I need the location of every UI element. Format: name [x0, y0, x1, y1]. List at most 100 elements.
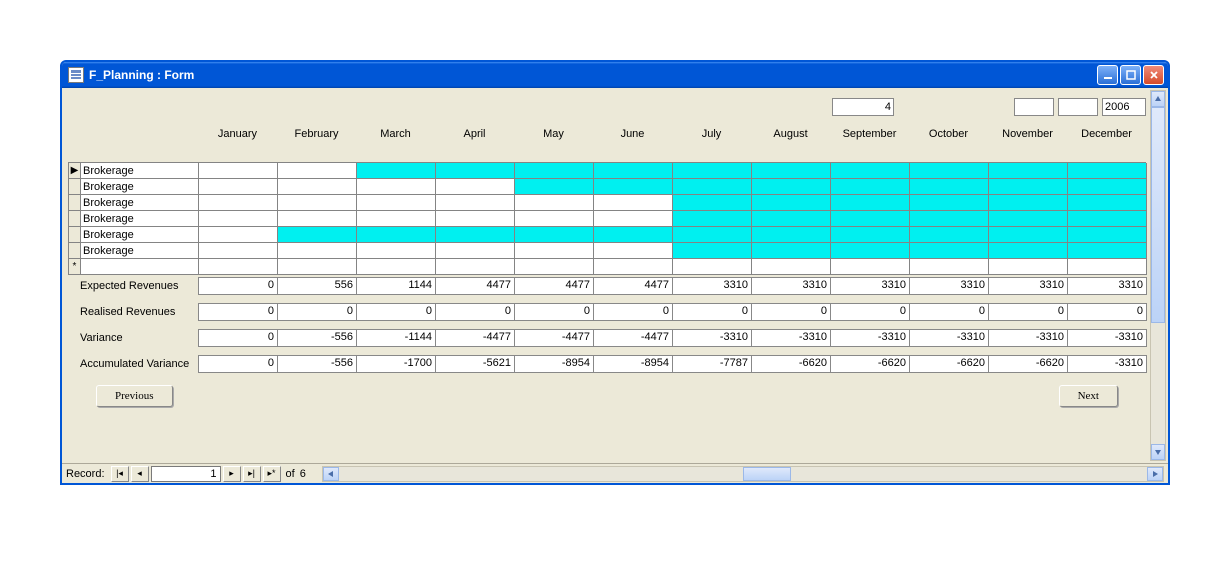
- summary-value[interactable]: 0: [909, 303, 989, 321]
- grid-cell[interactable]: [515, 179, 594, 195]
- summary-value[interactable]: 1144: [356, 277, 436, 295]
- next-button[interactable]: Next: [1059, 385, 1118, 407]
- row-selector[interactable]: [69, 227, 81, 243]
- grid-cell[interactable]: [436, 195, 515, 211]
- prev-record-button[interactable]: ◂: [131, 466, 149, 482]
- scroll-down-button[interactable]: [1151, 444, 1165, 460]
- summary-value[interactable]: 0: [435, 303, 515, 321]
- grid-cell[interactable]: [910, 195, 989, 211]
- hscroll-thumb[interactable]: [743, 467, 791, 481]
- summary-value[interactable]: -3310: [909, 329, 989, 347]
- summary-value[interactable]: -3310: [830, 329, 910, 347]
- hscroll-track[interactable]: [339, 467, 1147, 481]
- summary-value[interactable]: 4477: [593, 277, 673, 295]
- grid-cell[interactable]: [910, 243, 989, 259]
- row-name-cell[interactable]: [81, 259, 199, 275]
- summary-value[interactable]: 0: [198, 277, 278, 295]
- grid-cell[interactable]: [357, 179, 436, 195]
- grid-cell[interactable]: [673, 211, 752, 227]
- summary-value[interactable]: 0: [277, 303, 357, 321]
- grid-cell[interactable]: [357, 163, 436, 179]
- grid-cell[interactable]: [278, 259, 357, 275]
- grid-cell[interactable]: [1068, 227, 1147, 243]
- grid-cell[interactable]: [831, 211, 910, 227]
- vertical-scrollbar[interactable]: [1150, 90, 1166, 461]
- grid-cell[interactable]: [357, 227, 436, 243]
- grid-cell[interactable]: [752, 195, 831, 211]
- grid-cell[interactable]: [989, 211, 1068, 227]
- row-selector[interactable]: [69, 243, 81, 259]
- grid-cell[interactable]: [278, 227, 357, 243]
- grid-cell[interactable]: [989, 259, 1068, 275]
- grid-cell[interactable]: [1068, 195, 1147, 211]
- grid-cell[interactable]: [199, 211, 278, 227]
- maximize-button[interactable]: [1120, 65, 1141, 85]
- scroll-up-button[interactable]: [1151, 91, 1165, 107]
- grid-cell[interactable]: [910, 227, 989, 243]
- summary-value[interactable]: 0: [988, 303, 1068, 321]
- grid-cell[interactable]: [357, 195, 436, 211]
- summary-value[interactable]: 3310: [672, 277, 752, 295]
- record-number-input[interactable]: [151, 466, 221, 482]
- grid-cell[interactable]: [199, 227, 278, 243]
- close-button[interactable]: [1143, 65, 1164, 85]
- summary-value[interactable]: -6620: [988, 355, 1068, 373]
- summary-value[interactable]: -3310: [672, 329, 752, 347]
- row-name-cell[interactable]: Brokerage: [81, 243, 199, 259]
- grid-cell[interactable]: [357, 243, 436, 259]
- grid-cell[interactable]: [515, 243, 594, 259]
- grid-cell[interactable]: [989, 163, 1068, 179]
- summary-value[interactable]: -6620: [751, 355, 831, 373]
- summary-value[interactable]: -1700: [356, 355, 436, 373]
- grid-cell[interactable]: [673, 243, 752, 259]
- grid-cell[interactable]: [436, 179, 515, 195]
- grid-cell[interactable]: [752, 211, 831, 227]
- grid-cell[interactable]: [594, 179, 673, 195]
- summary-value[interactable]: 0: [751, 303, 831, 321]
- grid-cell[interactable]: [831, 163, 910, 179]
- blank-input-b[interactable]: [1058, 98, 1098, 116]
- grid-cell[interactable]: [594, 227, 673, 243]
- summary-value[interactable]: -6620: [830, 355, 910, 373]
- next-record-button[interactable]: ▸: [223, 466, 241, 482]
- grid-cell[interactable]: [673, 163, 752, 179]
- summary-value[interactable]: 0: [514, 303, 594, 321]
- grid-cell[interactable]: [199, 179, 278, 195]
- grid-cell[interactable]: [594, 195, 673, 211]
- summary-value[interactable]: 0: [198, 355, 278, 373]
- summary-value[interactable]: 556: [277, 277, 357, 295]
- grid-cell[interactable]: [436, 259, 515, 275]
- grid-cell[interactable]: [199, 195, 278, 211]
- row-name-cell[interactable]: Brokerage: [81, 195, 199, 211]
- summary-value[interactable]: -4477: [435, 329, 515, 347]
- grid-cell[interactable]: [436, 163, 515, 179]
- grid-cell[interactable]: [278, 211, 357, 227]
- summary-value[interactable]: -6620: [909, 355, 989, 373]
- grid-cell[interactable]: [673, 179, 752, 195]
- group-id-input[interactable]: [832, 98, 894, 116]
- grid-cell[interactable]: [673, 195, 752, 211]
- horizontal-scrollbar[interactable]: [322, 466, 1164, 482]
- row-selector[interactable]: [69, 211, 81, 227]
- last-record-button[interactable]: ▸|: [243, 466, 261, 482]
- summary-value[interactable]: 0: [593, 303, 673, 321]
- new-record-button[interactable]: ▸*: [263, 466, 281, 482]
- grid-cell[interactable]: [673, 227, 752, 243]
- grid-cell[interactable]: [594, 163, 673, 179]
- grid-cell[interactable]: [357, 259, 436, 275]
- summary-value[interactable]: 0: [672, 303, 752, 321]
- row-name-cell[interactable]: Brokerage: [81, 227, 199, 243]
- grid-cell[interactable]: [1068, 259, 1147, 275]
- grid-cell[interactable]: [989, 179, 1068, 195]
- summary-value[interactable]: -3310: [751, 329, 831, 347]
- summary-value[interactable]: 0: [198, 303, 278, 321]
- first-record-button[interactable]: |◂: [111, 466, 129, 482]
- grid-cell[interactable]: [515, 195, 594, 211]
- summary-value[interactable]: 0: [356, 303, 436, 321]
- row-name-cell[interactable]: Brokerage: [81, 211, 199, 227]
- grid-cell[interactable]: [515, 211, 594, 227]
- row-selector[interactable]: ▶: [69, 163, 81, 179]
- grid-cell[interactable]: [436, 211, 515, 227]
- summary-value[interactable]: 4477: [435, 277, 515, 295]
- minimize-button[interactable]: [1097, 65, 1118, 85]
